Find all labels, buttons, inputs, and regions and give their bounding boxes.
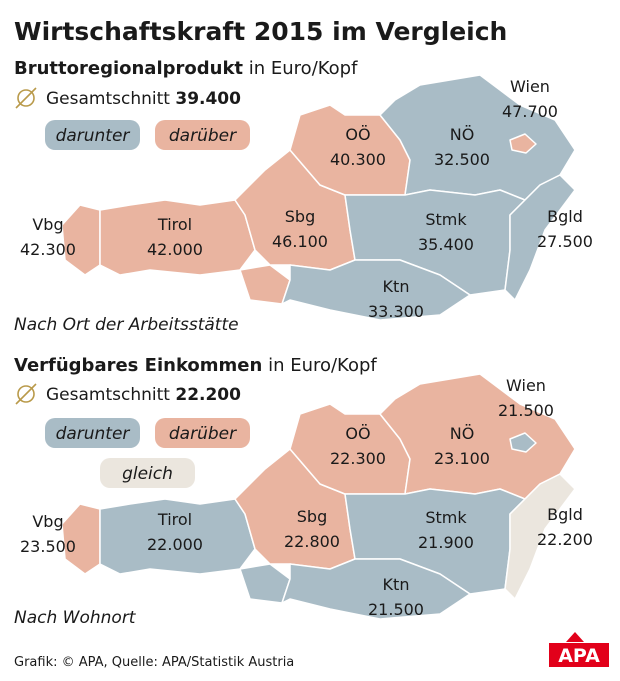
region-name: Ktn [383,575,410,594]
subtitle-rest: in Euro/Kopf [249,58,358,79]
subtitle-bold: Bruttoregionalprodukt [14,58,243,79]
average: Gesamtschnitt 39.400 [46,89,241,109]
region-name: Sbg [297,507,327,526]
region-value: 32.500 [434,150,490,169]
region-value: 23.500 [20,537,76,556]
legend-label: darunter [56,424,131,444]
legend-label: darunter [56,126,131,146]
average-icon [17,385,35,403]
region-value: 21.500 [498,401,554,420]
region-name: Bgld [547,505,583,524]
region-value: 35.400 [418,235,474,254]
region-value: 21.500 [368,600,424,619]
note: Nach Ort der Arbeitsstätte [14,315,239,335]
region-value: 22.800 [284,532,340,551]
average-icon-slash [15,87,37,109]
subtitle-rest: in Euro/Kopf [268,355,377,376]
region-name: NÖ [450,424,475,443]
region [281,558,471,620]
note: Nach Wohnort [14,608,137,628]
map: Bruttoregionalprodukt in Euro/Kopf Gesamt… [14,58,593,335]
region-name: Tirol [157,510,192,529]
region-name: NÖ [450,125,475,144]
region [99,199,256,276]
region-value: 22.200 [537,530,593,549]
maps: Bruttoregionalprodukt in Euro/Kopf Gesamt… [14,58,593,628]
region-value: 40.300 [330,150,386,169]
region-value: 27.500 [537,232,593,251]
subtitle: Verfügbares Einkommen in Euro/Kopf [14,355,377,376]
legend-swatch [155,120,250,150]
logo-text: APA [558,645,600,667]
legend-label: darüber [169,126,237,146]
region-name: OÖ [345,424,370,443]
legend-swatch [45,120,140,150]
legend-swatch [155,418,250,448]
source: Grafik: © APA, Quelle: APA/Statistik Aus… [14,655,294,670]
region [504,174,576,301]
average-value: 22.200 [175,385,241,405]
region-value: 33.300 [368,302,424,321]
region-name: Sbg [285,207,315,226]
average: Gesamtschnitt 22.200 [46,385,241,405]
region-value: 21.900 [418,533,474,552]
region-name: Tirol [157,215,192,234]
region-value: 22.300 [330,449,386,468]
region [509,432,537,453]
average-icon [17,89,35,107]
average-label: Gesamtschnitt [46,89,170,109]
average-value: 39.400 [175,89,241,109]
region-name: Ktn [383,277,410,296]
average-icon-slash [15,383,37,405]
average-label: Gesamtschnitt [46,385,170,405]
region [281,259,471,321]
legend-swatch [45,418,140,448]
region-name: Wien [506,376,546,395]
region [509,133,537,154]
region [504,473,576,600]
title: Wirtschaftskraft 2015 im Vergleich [14,17,507,46]
region-name: Stmk [425,210,467,229]
logo: APA [549,632,609,667]
legend-label: darüber [169,424,237,444]
region-name: OÖ [345,125,370,144]
region-name: Wien [510,77,550,96]
map: Verfügbares Einkommen in Euro/Kopf Gesamt… [14,355,593,628]
region [239,264,291,305]
region-name: Stmk [425,508,467,527]
legend-label: gleich [122,464,173,484]
region-value: 47.700 [502,102,558,121]
region [239,563,291,604]
region-name: Vbg [32,512,63,531]
region-name: Vbg [32,215,63,234]
region-value: 22.000 [147,535,203,554]
region-value: 46.100 [272,232,328,251]
legend-swatch [100,458,195,488]
subtitle: Bruttoregionalprodukt in Euro/Kopf [14,58,358,79]
region-value: 42.300 [20,240,76,259]
region-name: Bgld [547,207,583,226]
subtitle-bold: Verfügbares Einkommen [14,355,262,376]
region-value: 42.000 [147,240,203,259]
region-value: 23.100 [434,449,490,468]
